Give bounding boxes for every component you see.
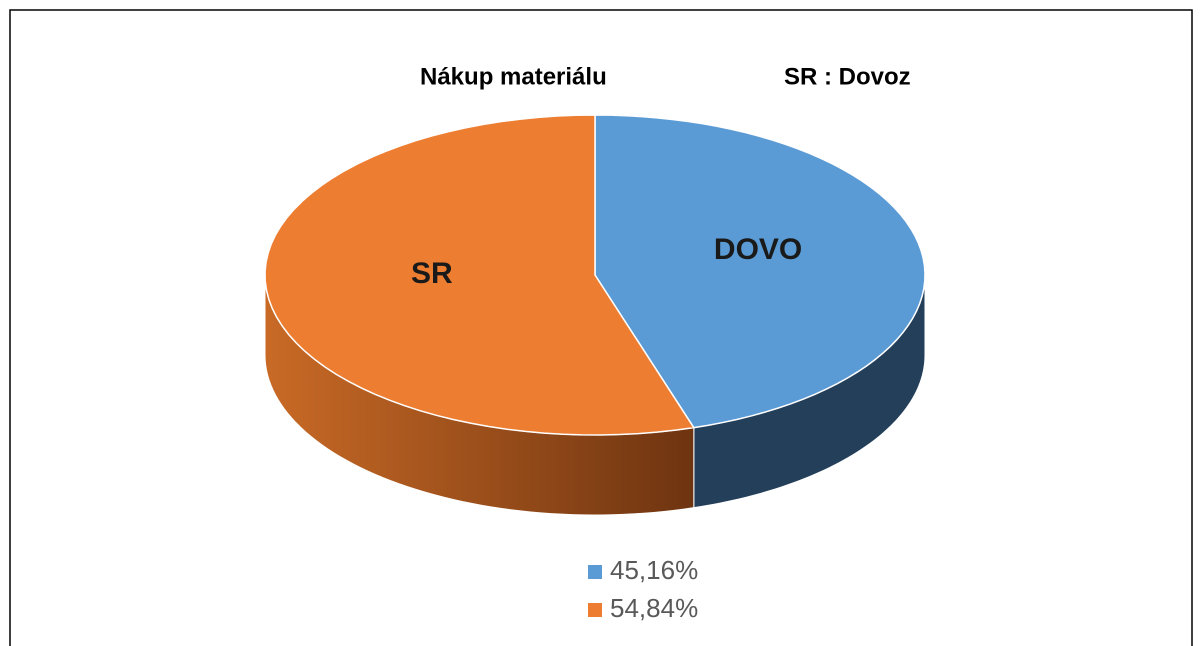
legend-label: 54,84% [610, 593, 698, 623]
legend-swatch [588, 603, 602, 617]
slice [264, 114, 696, 436]
legend-swatch [588, 565, 602, 579]
legend-label: 45,16% [610, 555, 698, 585]
chart-title: Nákup materiálu [420, 63, 607, 90]
slice-label: DOVO [714, 233, 802, 266]
frame [9, 9, 1193, 646]
slice [594, 114, 926, 429]
slice-label: SR [411, 257, 453, 290]
chart-subtitle: SR : Dovoz [784, 63, 911, 90]
